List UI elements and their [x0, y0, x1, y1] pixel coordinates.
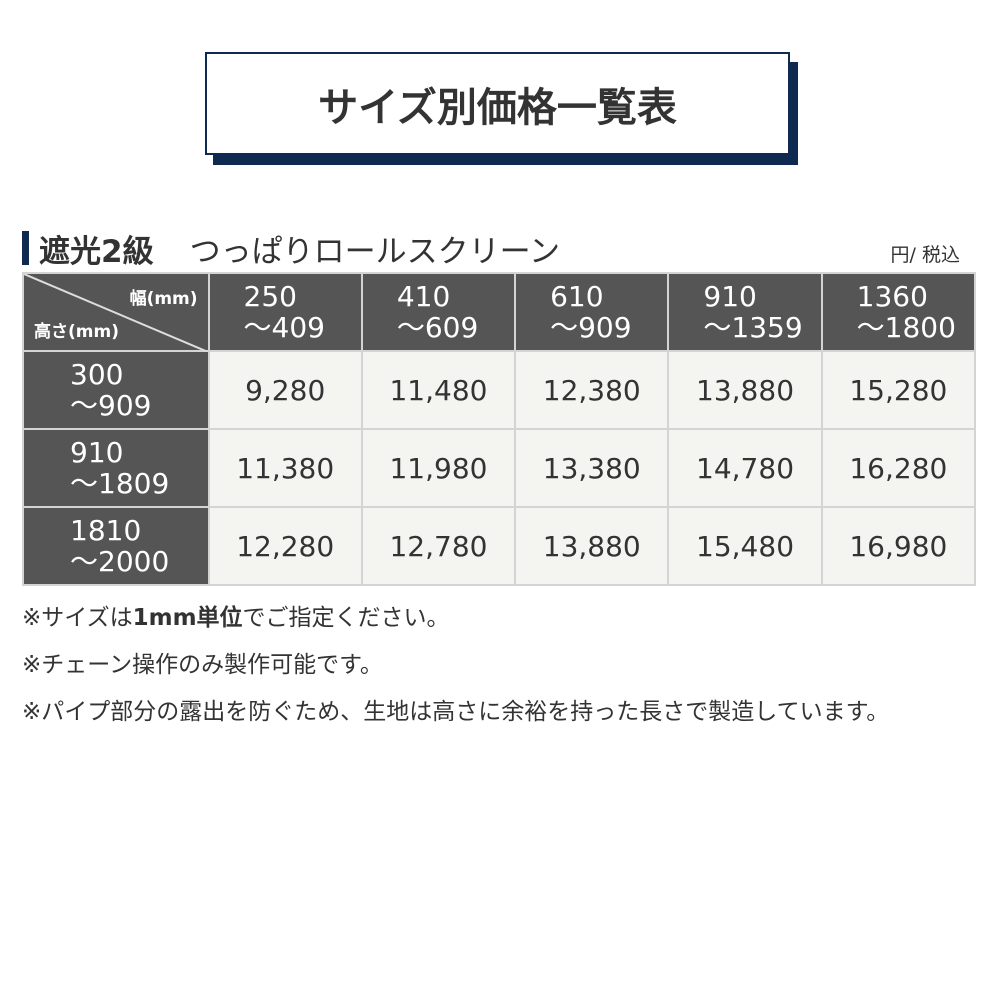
note-2: ※チェーン操作のみ製作可能です。 — [22, 652, 383, 678]
price-cell: 9,280 — [207, 350, 363, 430]
price-cell: 14,780 — [667, 428, 823, 508]
price-cell: 11,480 — [360, 350, 517, 430]
table-row: 1810 ～2000 12,280 12,780 13,880 15,480 16… — [22, 506, 977, 586]
price-cell: 16,280 — [820, 428, 977, 508]
col-header: 410 ～609 — [360, 272, 517, 352]
col-header: 250 ～409 — [207, 272, 363, 352]
price-cell: 13,380 — [514, 428, 670, 508]
price-cell: 15,280 — [820, 350, 977, 430]
section-heading: 遮光2級 つっぱりロールスクリーン — [22, 228, 561, 270]
price-cell: 16,980 — [820, 506, 977, 586]
page-title: サイズ別価格一覧表 — [205, 52, 790, 155]
height-label: 高さ(mm) — [34, 322, 119, 342]
unit-label: 円/ 税込 — [890, 244, 960, 266]
note-3: ※パイプ部分の露出を防ぐため、生地は高さに余裕を持った長さで製造しています。 — [22, 699, 890, 725]
price-cell: 13,880 — [514, 506, 670, 586]
col-header: 610 ～909 — [514, 272, 670, 352]
col-header: 910 ～1359 — [667, 272, 823, 352]
notes: ※サイズは1mm単位でご指定ください。 ※チェーン操作のみ製作可能です。 ※パイ… — [22, 603, 976, 744]
note-1: ※サイズは1mm単位でご指定ください。 — [22, 605, 450, 631]
price-cell: 13,880 — [667, 350, 823, 430]
grade-label: 遮光2級 — [39, 233, 154, 270]
accent-bar — [22, 231, 29, 265]
product-name: つっぱりロールスクリーン — [189, 233, 561, 270]
price-table: 幅(mm) 高さ(mm) 250 ～409 410 ～609 610 ～909 910… — [22, 272, 977, 586]
price-cell: 15,480 — [667, 506, 823, 586]
table-row: 910 ～1809 11,380 11,980 13,380 14,780 16,… — [22, 428, 977, 508]
price-cell: 12,380 — [514, 350, 670, 430]
width-label: 幅(mm) — [129, 289, 198, 309]
price-cell: 12,280 — [207, 506, 363, 586]
table-row: 300 ～909 9,280 11,480 12,380 13,880 15,28… — [22, 350, 977, 430]
col-header: 1360 ～1800 — [820, 272, 977, 352]
header-row: 幅(mm) 高さ(mm) 250 ～409 410 ～609 610 ～909 910… — [22, 272, 977, 352]
price-cell: 11,380 — [207, 428, 363, 508]
corner-cell: 幅(mm) 高さ(mm) — [22, 272, 210, 352]
price-cell: 12,780 — [360, 506, 517, 586]
row-header: 1810 ～2000 — [22, 506, 210, 586]
row-header: 300 ～909 — [22, 350, 210, 430]
row-header: 910 ～1809 — [22, 428, 210, 508]
price-cell: 11,980 — [360, 428, 517, 508]
